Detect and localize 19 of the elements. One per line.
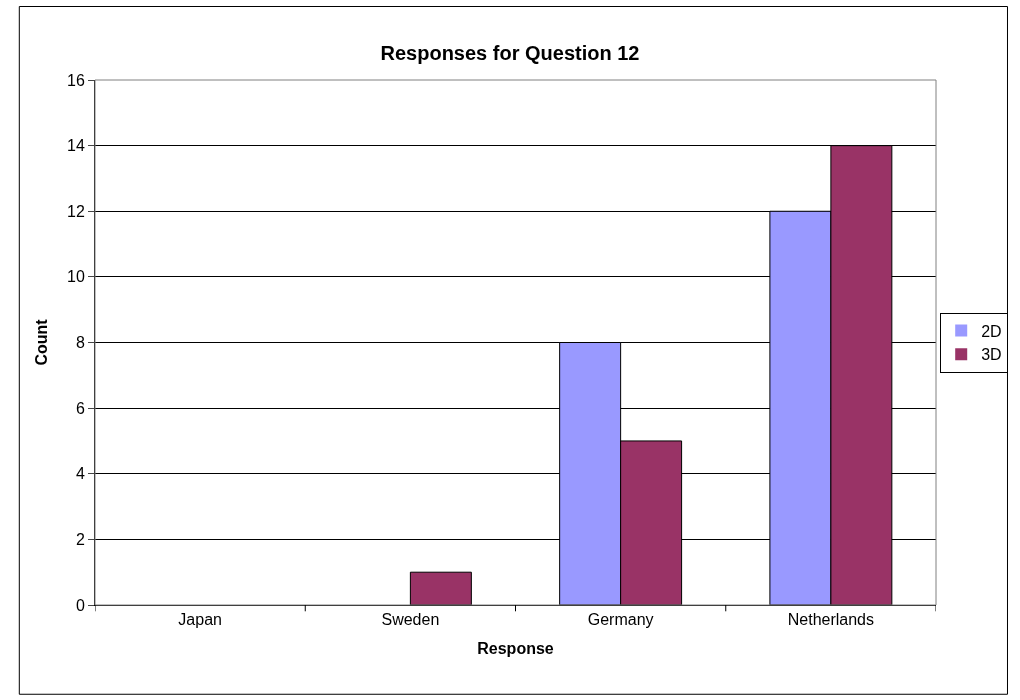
x-tick-label: Netherlands [787, 611, 875, 629]
y-tick-label: 10 [67, 268, 85, 286]
y-tick-label: 2 [75, 530, 85, 548]
chart-title: Responses for Question 12 [380, 41, 640, 64]
y-tick-label: 8 [75, 334, 85, 352]
x-tick-label: Japan [178, 611, 222, 629]
legend-label: 3D [981, 346, 1002, 364]
y-tick-label: 12 [67, 202, 85, 220]
y-axis-title: Count [32, 318, 50, 366]
y-tick-label: 4 [75, 465, 85, 483]
y-tick-label: 6 [75, 399, 85, 417]
y-tick-label: 16 [67, 71, 85, 89]
x-axis-title: Response [477, 639, 554, 657]
x-tick-label: Germany [587, 611, 654, 629]
y-tick-label: 0 [75, 596, 85, 614]
y-tick-label: 14 [67, 137, 85, 155]
legend-label: 2D [981, 322, 1002, 340]
bar [409, 571, 472, 605]
x-tick-label: Sweden [381, 611, 440, 629]
